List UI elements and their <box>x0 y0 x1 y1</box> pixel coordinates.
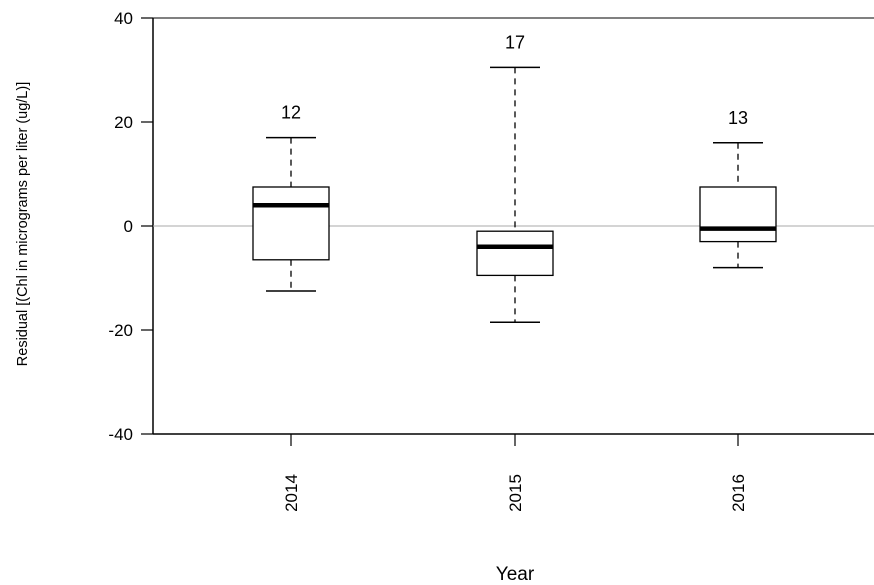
boxes: 12 17 13 <box>252 32 777 323</box>
sample-count-label: 13 <box>728 108 748 128</box>
box-2015: 17 <box>476 32 554 323</box>
box-2016: 13 <box>699 108 777 269</box>
box-2014: 12 <box>252 103 330 292</box>
iqr-box <box>476 230 554 277</box>
y-tick-label: 40 <box>114 9 133 28</box>
x-axis-title: Year <box>496 564 535 585</box>
y-tick-label: -20 <box>108 321 133 340</box>
y-tick-label: -40 <box>108 425 133 444</box>
sample-count-label: 17 <box>505 32 525 52</box>
x-tick-label: 2016 <box>729 474 748 512</box>
x-axis: 2014 2015 2016 <box>282 434 748 512</box>
iqr-box <box>699 186 777 243</box>
iqr-box <box>252 186 330 261</box>
y-axis: -40 -20 0 20 40 <box>108 9 153 444</box>
y-axis-title: Residual [(Chl in micrograms per liter (… <box>15 82 31 366</box>
y-tick-label: 0 <box>124 217 133 236</box>
y-tick-label: 20 <box>114 113 133 132</box>
sample-count-label: 12 <box>281 103 301 123</box>
x-tick-label: 2014 <box>282 474 301 512</box>
x-tick-label: 2015 <box>506 474 525 512</box>
